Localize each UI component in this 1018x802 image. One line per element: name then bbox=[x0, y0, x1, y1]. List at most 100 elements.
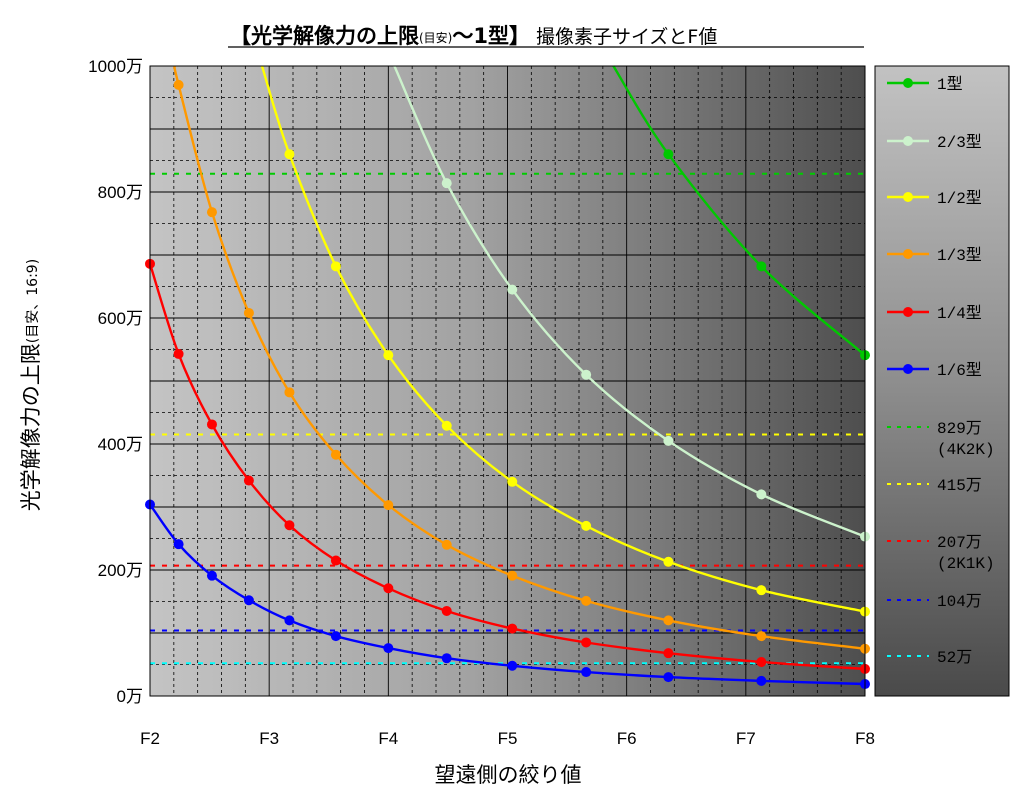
series-1 bbox=[612, 65, 870, 361]
legend-label: 829万 bbox=[937, 420, 982, 438]
data-point bbox=[581, 369, 592, 380]
legend-label: 415万 bbox=[937, 477, 982, 495]
x-tick-label: F7 bbox=[736, 729, 756, 748]
legend-sublabel: (2K1K) bbox=[937, 555, 995, 573]
series-line bbox=[260, 65, 866, 613]
data-point bbox=[284, 387, 295, 398]
y-tick-label: 1000万 bbox=[88, 57, 143, 76]
data-point bbox=[441, 653, 452, 664]
legend-item: 1/3型 bbox=[887, 246, 982, 265]
x-axis-ticks: F2 F3 F4 F5 F6 F7 F8 bbox=[140, 729, 875, 748]
plot-border bbox=[149, 65, 866, 697]
legend-item: 1/2型 bbox=[887, 189, 982, 208]
data-point bbox=[507, 623, 518, 634]
legend-item-reference: 207万 (2K1K) bbox=[887, 534, 995, 573]
data-point bbox=[756, 585, 767, 596]
legend-item: 1/6型 bbox=[887, 361, 982, 380]
legend-label: 1型 bbox=[937, 75, 963, 94]
data-point bbox=[441, 178, 452, 189]
legend-item: 1型 bbox=[887, 75, 963, 94]
y-axis-label: 光学解像力の上限(目安、16:9) bbox=[19, 259, 43, 511]
legend-sublabel: (4K2K) bbox=[937, 441, 995, 459]
legend-item: 1/4型 bbox=[887, 304, 982, 323]
legend-label: 1/2型 bbox=[937, 189, 982, 208]
data-point bbox=[383, 643, 394, 654]
legend-label: 104万 bbox=[937, 593, 982, 611]
data-point bbox=[284, 520, 295, 531]
legend: 1型 2/3型 1/2型 1/3型 1/4型 1/6型 829万 (4K2K) 415万 207万… bbox=[887, 75, 995, 667]
y-tick-label: 600万 bbox=[98, 309, 143, 328]
legend-marker bbox=[903, 249, 913, 259]
data-point bbox=[330, 261, 341, 272]
data-point bbox=[663, 615, 674, 626]
x-axis-label: 望遠側の絞り値 bbox=[435, 763, 582, 787]
legend-label: 1/3型 bbox=[937, 246, 982, 265]
y-tick-label: 800万 bbox=[98, 183, 143, 202]
data-point bbox=[173, 348, 184, 359]
data-point bbox=[383, 583, 394, 594]
data-point bbox=[206, 570, 217, 581]
data-point bbox=[581, 595, 592, 606]
legend-item-reference: 829万 (4K2K) bbox=[887, 420, 995, 459]
data-point bbox=[206, 207, 217, 218]
x-tick-label: F5 bbox=[498, 729, 518, 748]
data-point bbox=[206, 419, 217, 430]
legend-marker bbox=[903, 78, 913, 88]
y-tick-label: 0万 bbox=[117, 687, 143, 706]
data-point bbox=[330, 631, 341, 642]
data-point bbox=[441, 539, 452, 550]
data-point bbox=[507, 284, 518, 295]
data-point bbox=[756, 656, 767, 667]
x-tick-label: F2 bbox=[140, 729, 160, 748]
data-point bbox=[756, 675, 767, 686]
data-point bbox=[284, 615, 295, 626]
data-point bbox=[507, 660, 518, 671]
data-point bbox=[330, 449, 341, 460]
data-point bbox=[581, 520, 592, 531]
data-point bbox=[173, 79, 184, 90]
data-point bbox=[243, 307, 254, 318]
legend-label: 1/4型 bbox=[937, 304, 982, 323]
data-point bbox=[663, 672, 674, 683]
series-4 bbox=[173, 65, 870, 654]
data-point bbox=[383, 350, 394, 361]
x-tick-label: F4 bbox=[378, 729, 398, 748]
chart-title: 【光学解像力の上限(目安)〜1型】 撮像素子サイズとF値 bbox=[228, 24, 864, 48]
data-point bbox=[663, 556, 674, 567]
legend-marker bbox=[903, 307, 913, 317]
legend-marker bbox=[903, 136, 913, 146]
y-tick-label: 200万 bbox=[98, 561, 143, 580]
data-point bbox=[243, 595, 254, 606]
data-point bbox=[507, 476, 518, 487]
data-point bbox=[284, 149, 295, 160]
data-point bbox=[330, 555, 341, 566]
x-tick-label: F3 bbox=[259, 729, 279, 748]
data-point bbox=[756, 489, 767, 500]
data-point bbox=[441, 420, 452, 431]
legend-label: 52万 bbox=[937, 649, 972, 667]
data-point bbox=[756, 631, 767, 642]
title-rest: 撮像素子サイズとF値 bbox=[536, 26, 717, 48]
data-point bbox=[383, 500, 394, 511]
data-point bbox=[441, 605, 452, 616]
legend-item-reference: 415万 bbox=[887, 477, 982, 495]
legend-marker bbox=[903, 364, 913, 374]
data-point bbox=[663, 648, 674, 659]
legend-marker bbox=[903, 192, 913, 202]
data-point bbox=[173, 539, 184, 550]
title-main-prefix: 【光学解像力の上限 bbox=[230, 24, 419, 48]
data-point bbox=[756, 261, 767, 272]
data-point bbox=[243, 475, 254, 486]
data-point bbox=[507, 570, 518, 581]
y-axis-label-paren: (目安、16:9) bbox=[25, 259, 41, 343]
x-tick-label: F8 bbox=[855, 729, 875, 748]
series-line bbox=[612, 65, 866, 357]
legend-label: 207万 bbox=[937, 534, 982, 552]
legend-label: 2/3型 bbox=[937, 133, 982, 152]
legend-label: 1/6型 bbox=[937, 361, 982, 380]
legend-item: 2/3型 bbox=[887, 133, 982, 152]
legend-box bbox=[874, 65, 1010, 697]
y-tick-label: 400万 bbox=[98, 435, 143, 454]
data-point bbox=[581, 637, 592, 648]
